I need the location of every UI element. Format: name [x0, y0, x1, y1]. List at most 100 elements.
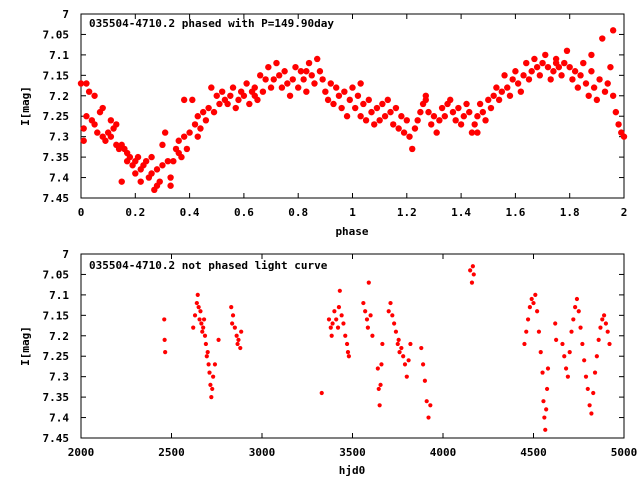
- y-tick-label: 7.2: [49, 90, 69, 103]
- data-point: [569, 329, 574, 334]
- data-point: [341, 88, 348, 95]
- data-point: [601, 313, 607, 318]
- data-point: [198, 309, 203, 314]
- y-tick-label: 7.1: [49, 49, 69, 62]
- x-tick-label: 1.6: [505, 206, 525, 219]
- y-tick-label: 7.3: [49, 131, 69, 144]
- data-point: [191, 121, 199, 128]
- data-point: [327, 80, 334, 87]
- data-point: [474, 113, 481, 120]
- data-point: [485, 96, 492, 104]
- data-point: [529, 296, 534, 302]
- data-point: [490, 92, 497, 99]
- data-point: [183, 145, 191, 153]
- data-point: [594, 354, 599, 359]
- y-tick-label: 7.3: [49, 371, 69, 384]
- data-point: [399, 345, 404, 351]
- data-point: [373, 104, 381, 112]
- phased-x-axis-label: phase: [335, 225, 368, 238]
- data-point: [213, 92, 220, 99]
- data-point: [107, 117, 115, 124]
- data-point: [199, 108, 207, 116]
- data-point: [365, 96, 372, 104]
- data-point: [330, 100, 337, 108]
- data-point: [370, 333, 375, 338]
- data-point: [401, 354, 406, 359]
- y-tick-label: 7.05: [43, 268, 70, 281]
- data-point: [201, 325, 206, 330]
- data-point: [204, 354, 209, 359]
- data-point: [360, 100, 367, 108]
- x-tick-label: 0: [78, 206, 85, 219]
- data-point: [224, 100, 231, 108]
- data-point: [523, 59, 530, 67]
- data-point: [343, 113, 351, 120]
- data-point: [522, 341, 527, 347]
- data-point: [243, 80, 250, 87]
- data-point: [466, 108, 473, 116]
- data-point: [542, 51, 549, 59]
- data-point: [543, 427, 548, 432]
- data-point: [487, 104, 495, 112]
- data-point: [592, 370, 598, 375]
- x-tick-label: 4500: [520, 446, 547, 459]
- data-point: [404, 374, 409, 379]
- data-point: [598, 325, 603, 330]
- data-point: [235, 96, 242, 104]
- data-point: [542, 415, 547, 420]
- data-point: [554, 337, 559, 342]
- data-point: [414, 117, 421, 124]
- data-point: [77, 80, 85, 87]
- data-point: [580, 59, 587, 67]
- data-point: [337, 288, 342, 293]
- data-point: [482, 117, 489, 124]
- data-point: [528, 68, 535, 75]
- data-point: [303, 88, 310, 95]
- data-point: [80, 125, 87, 132]
- data-point: [262, 76, 269, 83]
- data-point: [349, 84, 356, 91]
- data-point: [319, 390, 324, 396]
- data-point: [207, 370, 212, 375]
- data-point: [403, 117, 410, 124]
- data-point: [148, 170, 155, 177]
- data-point: [216, 337, 221, 342]
- data-point: [286, 92, 294, 99]
- data-point: [206, 362, 211, 367]
- data-point: [588, 68, 595, 75]
- data-point: [408, 341, 413, 347]
- data-point: [384, 96, 391, 104]
- data-point: [544, 386, 550, 392]
- data-point: [411, 125, 419, 132]
- data-point: [390, 121, 397, 128]
- data-point: [107, 133, 115, 140]
- data-point: [319, 76, 326, 83]
- data-point: [316, 68, 324, 75]
- data-point: [420, 362, 426, 367]
- data-point: [560, 341, 565, 347]
- data-point: [203, 341, 208, 347]
- data-point: [273, 59, 280, 67]
- data-point: [339, 313, 344, 318]
- data-point: [422, 378, 427, 383]
- data-point: [463, 100, 470, 108]
- data-point: [83, 80, 90, 87]
- x-tick-label: 4000: [430, 446, 457, 459]
- data-point: [396, 337, 401, 342]
- data-point: [170, 158, 177, 165]
- y-tick-label: 7.25: [43, 350, 70, 363]
- data-point: [234, 333, 239, 338]
- x-tick-label: 0.2: [125, 206, 145, 219]
- data-point: [91, 92, 98, 99]
- data-point: [395, 341, 400, 347]
- data-point: [504, 84, 511, 91]
- data-point: [300, 76, 307, 83]
- data-point: [380, 341, 385, 347]
- x-tick-label: 0.6: [234, 206, 254, 219]
- data-point: [333, 84, 340, 91]
- data-point: [346, 96, 353, 104]
- data-point: [212, 362, 218, 367]
- data-point: [379, 362, 384, 367]
- data-point: [364, 317, 370, 322]
- data-point: [387, 108, 394, 116]
